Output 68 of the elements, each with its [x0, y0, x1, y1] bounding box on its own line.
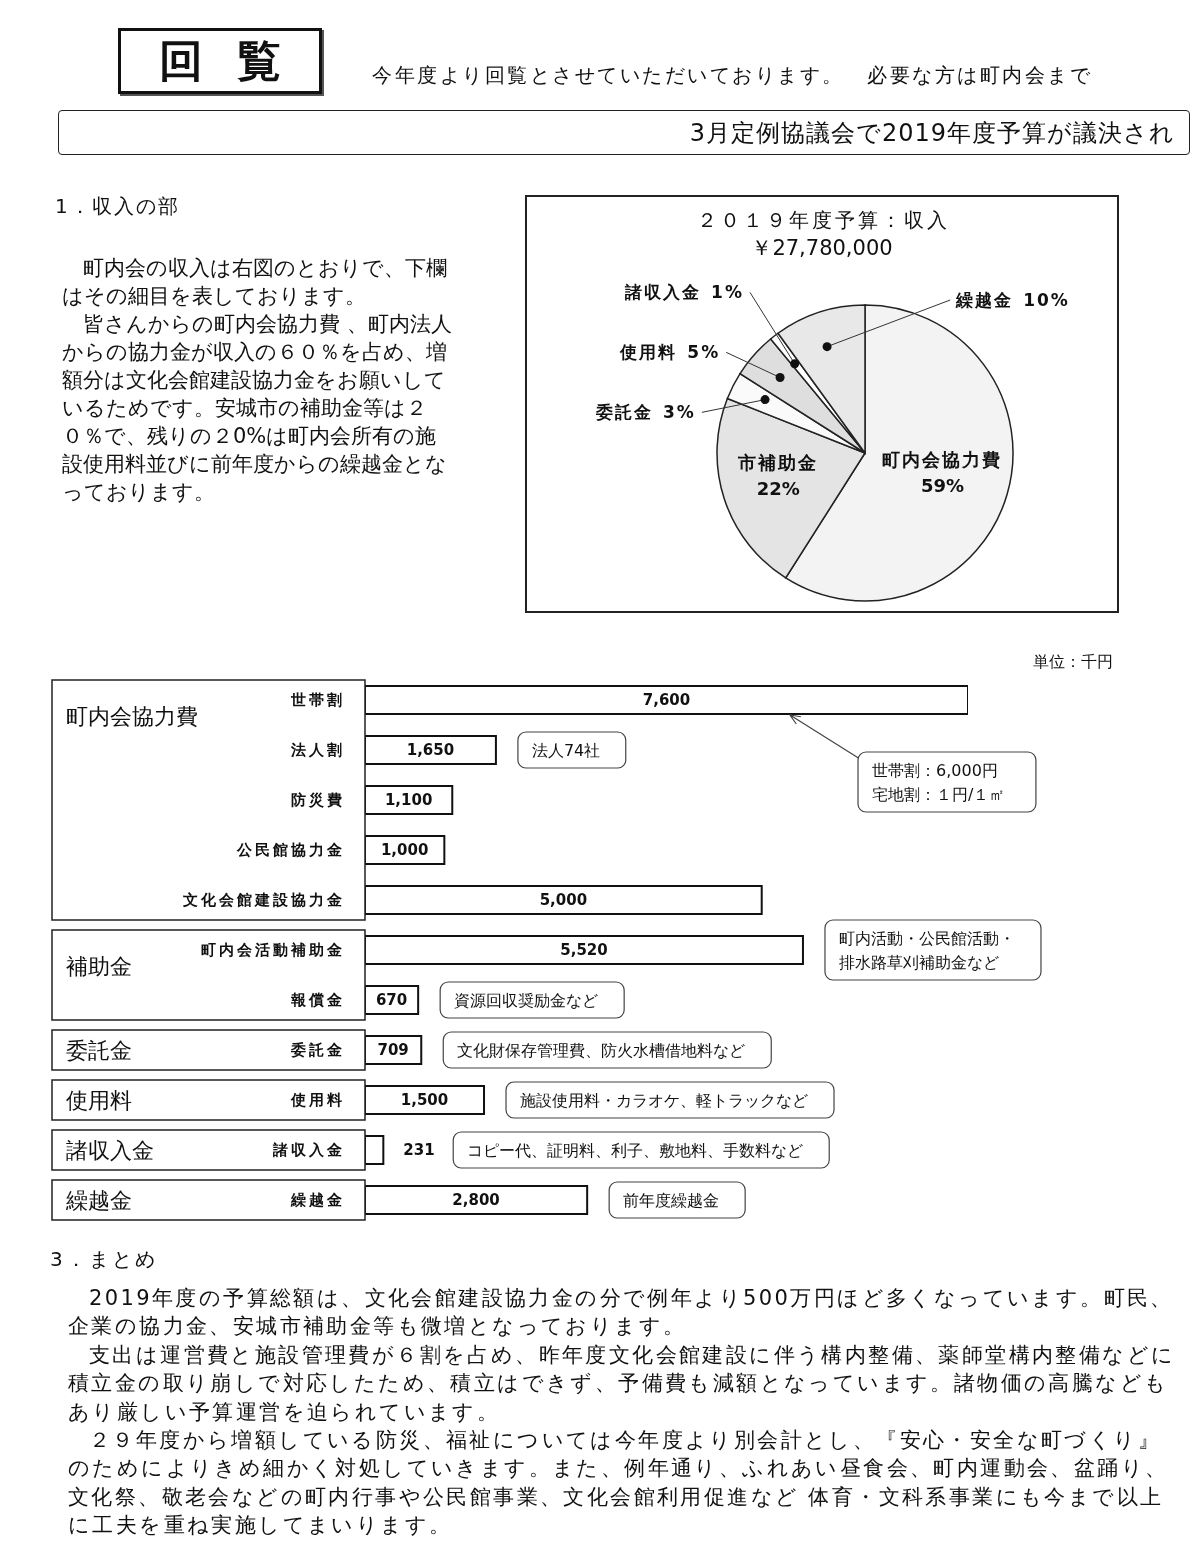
- annotation: 文化財保存管理費、防火水槽借地料など: [457, 1040, 746, 1060]
- data-label: 1,100: [384, 791, 433, 809]
- text: 今年度より回覧とさせていただいております。 必要な方は町内会まで: [372, 63, 1092, 87]
- text: 町内会協力費: [66, 703, 198, 729]
- annotation: 世帯割：6,000円宅地割：１円/１㎡: [872, 760, 1006, 804]
- y-tick-label: 報償金: [290, 991, 345, 1009]
- text: 支出は運営費と施設管理費が６割を占め、昨年度文化会館建設に伴う構内整備、薬師堂構内整備などに積立金の取り崩しで対応したため、積立はできず、予備費も減額となっています。諸物価の高騰などもあり厳しい予算運営を迫られています。: [68, 1342, 1176, 1424]
- chart-title: ２０１９年度予算：収入: [697, 208, 947, 232]
- bar: [365, 885, 763, 915]
- text: 町内会の収入は右図のとおりで、下欄はその細目を表しております。: [62, 256, 447, 308]
- slice-label: 繰越金: [955, 290, 1014, 310]
- y-tick-label: 諸収入金: [272, 1141, 345, 1159]
- data-label: 2,800: [452, 1191, 500, 1209]
- bar: [365, 735, 497, 765]
- text: ２９年度から増額している防災、福祉については今年度より別会計とし、『安心・安全な町づくり』のためによりきめ細かく対処していきます。また、例年通り、ふれあい昼食会、町内運動会、盆踊り、文化祭、敬老会などの町内行事や公民館事業、文化会館利用促進など 体育・文科系事業にも今まで以上に工夫を重ね実施してまいります。: [68, 1428, 1169, 1538]
- y-tick-label: 委託金: [290, 1041, 345, 1059]
- data-label: 1,500: [400, 1091, 449, 1109]
- text: 1．収入の部: [55, 194, 180, 218]
- y-tick-label: 法人割: [290, 741, 345, 759]
- bar: [365, 1135, 385, 1165]
- y-tick-label: 繰越金: [290, 1191, 345, 1209]
- data-label: 59%: [920, 475, 964, 497]
- data-label: 1%: [711, 282, 744, 303]
- data-label: 1,000: [380, 841, 429, 859]
- annotation: 施設使用料・カラオケ、軽トラックなど: [520, 1090, 809, 1110]
- text: 皆さんからの町内会協力費 、町内法人からの協力金が収入の６０％を占め、増額分は文化会館建設協力金をお願いしているためです。安城市の補助金等は２０％で、残りの２0%は町内会所有の施設使用料並びに前年度からの繰越金となっております。: [62, 312, 452, 504]
- data-label: 10%: [1023, 290, 1070, 310]
- bar: [365, 935, 804, 965]
- data-label: 5,520: [560, 941, 608, 959]
- annotation: 法人74社: [531, 740, 601, 760]
- text: 2019年度の予算総額は、文化会館建設協力金の分で例年より500万円ほど多くなっています。町民、企業の協力金、安城市補助金等も微増となっております。: [68, 1286, 1174, 1339]
- text: 3．まとめ: [50, 1247, 158, 1271]
- slice-label: 使用料: [619, 342, 678, 363]
- data-label: 231: [403, 1141, 435, 1159]
- text: 3月定例協議会で2019年度予算が議決され: [689, 117, 1175, 149]
- bar: [365, 685, 968, 715]
- y-tick-label: 文化会館建設協力金: [182, 891, 345, 909]
- data-label: 1,650: [406, 741, 455, 759]
- data-label: 5%: [687, 342, 721, 363]
- annotation: 町内活動・公民館活動・排水路草刈補助金など: [838, 928, 1015, 972]
- slice-label: 諸収入金: [624, 282, 702, 303]
- text: 諸収入金: [66, 1137, 154, 1163]
- chart-subtitle: ￥27,780,000: [751, 236, 893, 260]
- annotation: 資源回収奨励金など: [454, 990, 599, 1010]
- data-label: 7,600: [642, 691, 691, 709]
- data-label: 22%: [756, 478, 800, 500]
- bar: [365, 1085, 486, 1115]
- data-label: 709: [377, 1041, 409, 1059]
- text: 委託金: [66, 1037, 132, 1063]
- y-tick-label: 防災費: [291, 791, 345, 809]
- text: 回覧: [159, 34, 281, 86]
- annotation: コピー代、証明料、利子、敷地料、手数料など: [467, 1140, 804, 1160]
- bar: [365, 1185, 589, 1215]
- text: 単位：千円: [1033, 651, 1113, 671]
- data-label: 670: [375, 991, 408, 1009]
- slice-label: 委託金: [594, 402, 653, 423]
- slice-label: 町内会協力費: [882, 448, 1003, 470]
- y-tick-label: 町内会活動補助金: [201, 941, 345, 959]
- y-tick-label: 使用料: [290, 1091, 345, 1109]
- slice-label: 市補助金: [737, 451, 819, 473]
- data-label: 3%: [662, 402, 696, 423]
- text: 補助金: [66, 953, 132, 979]
- y-tick-label: 世帯割: [290, 691, 345, 709]
- y-tick-label: 公民館協力金: [236, 841, 345, 859]
- text: 使用料: [66, 1087, 132, 1113]
- annotation: 前年度繰越金: [623, 1190, 720, 1210]
- data-label: 5,000: [539, 891, 588, 909]
- text: 繰越金: [65, 1187, 132, 1213]
